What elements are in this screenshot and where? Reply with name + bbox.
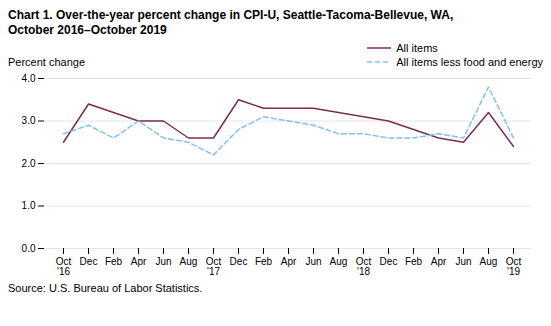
html-text:All items less food and energy: All items less food and energy: [396, 56, 543, 68]
svg-text:Feb: Feb: [105, 256, 123, 267]
svg-text:Feb: Feb: [405, 256, 423, 267]
svg-text:0.0: 0.0: [22, 243, 36, 254]
svg-text:2.0: 2.0: [22, 158, 36, 169]
svg-text:Oct'18: Oct'18: [356, 256, 372, 277]
svg-text:Aug: Aug: [330, 256, 348, 267]
svg-text:4.0: 4.0: [22, 73, 36, 84]
svg-text:1.0: 1.0: [22, 200, 36, 211]
svg-text:Dec: Dec: [80, 256, 98, 267]
svg-text:Aug: Aug: [180, 256, 198, 267]
svg-text:Oct'16: Oct'16: [56, 256, 72, 277]
svg-text:Feb: Feb: [255, 256, 273, 267]
svg-text:Dec: Dec: [380, 256, 398, 267]
svg-text:3.0: 3.0: [22, 115, 36, 126]
svg-text:Dec: Dec: [230, 256, 248, 267]
svg-text:Oct'17: Oct'17: [206, 256, 222, 277]
svg-text:Jun: Jun: [155, 256, 171, 267]
svg-text:Aug: Aug: [480, 256, 498, 267]
svg-text:Apr: Apr: [281, 256, 297, 267]
svg-text:Jun: Jun: [455, 256, 471, 267]
svg-text:Apr: Apr: [431, 256, 447, 267]
svg-text:Apr: Apr: [131, 256, 147, 267]
html-text:Percent change: Percent change: [8, 56, 86, 68]
svg-text:Jun: Jun: [305, 256, 321, 267]
html-text:All items: All items: [396, 42, 438, 54]
html-text:Chart 1. Over-the-year percent: Chart 1. Over-the-year percent change in…: [8, 8, 454, 37]
svg-text:Oct'19: Oct'19: [506, 256, 522, 277]
html-text:Source: U.S. Bureau of Labor S: Source: U.S. Bureau of Labor Statistics.: [8, 282, 203, 294]
